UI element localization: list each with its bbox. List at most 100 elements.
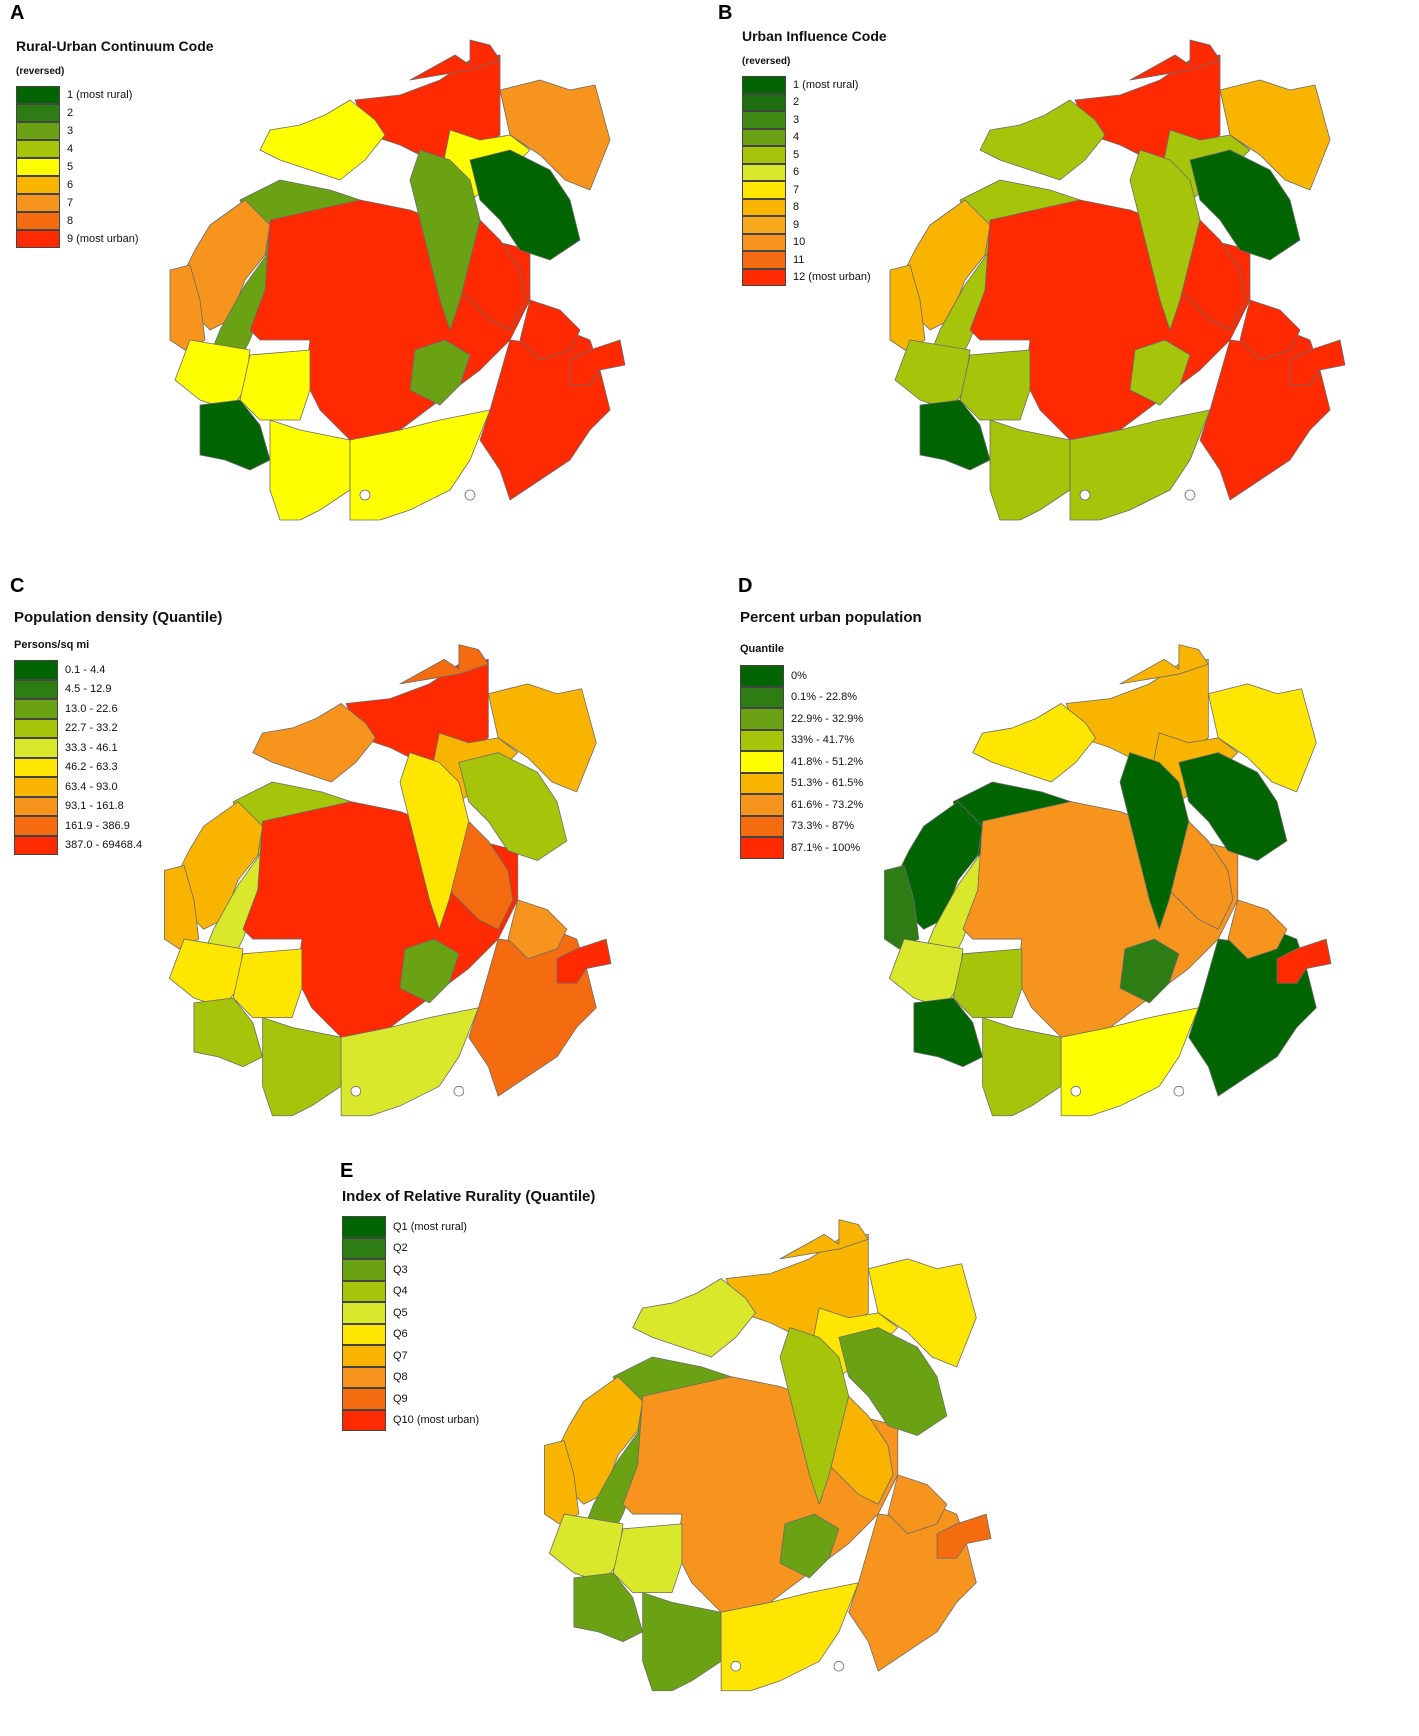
legend-swatch: [742, 128, 786, 146]
panel-title: Population density (Quantile): [14, 609, 223, 626]
county-region: [507, 899, 568, 960]
legend-swatch: [14, 679, 58, 699]
legend-item: 11: [742, 251, 871, 269]
county-region: [239, 349, 311, 421]
legend-swatch: [742, 268, 786, 286]
legend-swatch: [740, 751, 784, 773]
legend-swatch: [740, 837, 784, 859]
legend-label: 4: [67, 143, 74, 155]
legend-item: 46.2 - 63.3: [14, 757, 142, 777]
legend-swatch: [16, 176, 60, 194]
legend-item: Q9: [342, 1388, 479, 1410]
panel-c: C Population density (Quantile) Persons/…: [0, 575, 700, 1155]
legend-swatch: [342, 1388, 386, 1410]
legend-label: Q1 (most rural): [393, 1220, 467, 1233]
legend-swatch: [740, 772, 784, 794]
county-region: [936, 1513, 992, 1559]
legend-item: 0%: [740, 665, 863, 687]
legend-item: 7: [16, 194, 139, 212]
legend-swatch: [742, 181, 786, 199]
legend-label: Q3: [393, 1263, 408, 1276]
map-regions: [884, 644, 1332, 1117]
legend-swatch: [16, 104, 60, 122]
legend-item: 7: [742, 181, 871, 199]
legend-item: 61.6% - 73.2%: [740, 794, 863, 816]
county-region: [174, 339, 251, 411]
legend-label: 33% - 41.7%: [791, 734, 854, 747]
legend-label: Q2: [393, 1242, 408, 1255]
legend-label: 13.0 - 22.6: [65, 702, 118, 715]
county-region: [725, 1233, 869, 1338]
legend-item: 9 (most urban): [16, 230, 139, 248]
county-region: [573, 1572, 643, 1643]
legend-item: 161.9 - 386.9: [14, 816, 142, 836]
legend-swatch: [14, 796, 58, 816]
county-region: [720, 1582, 859, 1692]
county-region: [1276, 938, 1332, 984]
legend: 1 (most rural) 2 3 4 5 6 7 8 9 (most urban): [16, 86, 139, 248]
legend: 1 (most rural) 2 3 4 5 6 7 8 9 10 11 12 (most urban…: [742, 76, 871, 286]
panel-letter: A: [10, 2, 25, 24]
legend-label: 1 (most rural): [67, 89, 133, 101]
panel-title: Percent urban population: [740, 609, 922, 626]
county-region: [499, 79, 611, 191]
legend-label: 6: [793, 166, 800, 179]
legend-swatch: [14, 699, 58, 719]
legend-label: 0%: [791, 669, 807, 682]
legend-item: 0.1 - 4.4: [14, 660, 142, 680]
legend-swatch: [742, 233, 786, 251]
legend-label: Q4: [393, 1285, 408, 1298]
panel-title: Rural-Urban Continuum Code: [16, 38, 214, 54]
legend-swatch: [740, 815, 784, 837]
legend-swatch: [342, 1302, 386, 1324]
legend-item: Q6: [342, 1323, 479, 1345]
legend-label: 5: [793, 148, 800, 161]
county-region: [913, 997, 983, 1068]
panel-title: Urban Influence Code: [742, 28, 887, 44]
legend-swatch: [742, 216, 786, 234]
county-region: [919, 399, 991, 471]
county-region: [952, 948, 1023, 1018]
legend-item: 1 (most rural): [16, 86, 139, 104]
legend-swatch: [342, 1323, 386, 1345]
legend-label: Q6: [393, 1328, 408, 1341]
legend-swatch: [16, 122, 60, 140]
county-region: [232, 948, 303, 1018]
legend-item: 51.3% - 61.5%: [740, 772, 863, 794]
legend-label: 63.4 - 93.0: [65, 780, 118, 793]
legend-item: 9: [742, 216, 871, 234]
map-regions: [169, 39, 626, 521]
county-region: [1207, 683, 1317, 793]
county-region: [1129, 339, 1191, 406]
county-region: [1219, 79, 1331, 191]
county-region: [569, 339, 626, 386]
enclave-region: [833, 1660, 845, 1672]
legend-item: 387.0 - 69468.4: [14, 835, 142, 855]
legend-label: 61.6% - 73.2%: [791, 798, 864, 811]
legend-label: 22.7 - 33.2: [65, 722, 118, 735]
panel-title: Index of Relative Rurality (Quantile): [342, 1188, 596, 1205]
legend-label: 2: [793, 96, 800, 109]
county-region: [340, 1007, 479, 1117]
legend-swatch: [740, 686, 784, 708]
legend-label: 12 (most urban): [793, 271, 871, 284]
legend-item: 87.1% - 100%: [740, 837, 863, 859]
county-region: [164, 865, 200, 950]
enclave-region: [1070, 1085, 1082, 1097]
county-region: [399, 938, 460, 1004]
legend-swatch: [342, 1345, 386, 1367]
legend-swatch: [16, 86, 60, 104]
county-region: [1060, 1007, 1199, 1117]
legend-swatch: [16, 230, 60, 248]
legend-label: 33.3 - 46.1: [65, 741, 118, 754]
legend-label: 2: [67, 107, 74, 119]
legend-swatch: [14, 718, 58, 738]
choropleth-map: [884, 644, 1332, 1117]
choropleth-map: [889, 39, 1346, 521]
legend-label: 41.8% - 51.2%: [791, 755, 864, 768]
county-region: [888, 938, 964, 1009]
legend-swatch: [16, 212, 60, 230]
county-region: [345, 658, 489, 763]
county-region: [193, 997, 263, 1068]
county-region: [262, 1017, 342, 1117]
